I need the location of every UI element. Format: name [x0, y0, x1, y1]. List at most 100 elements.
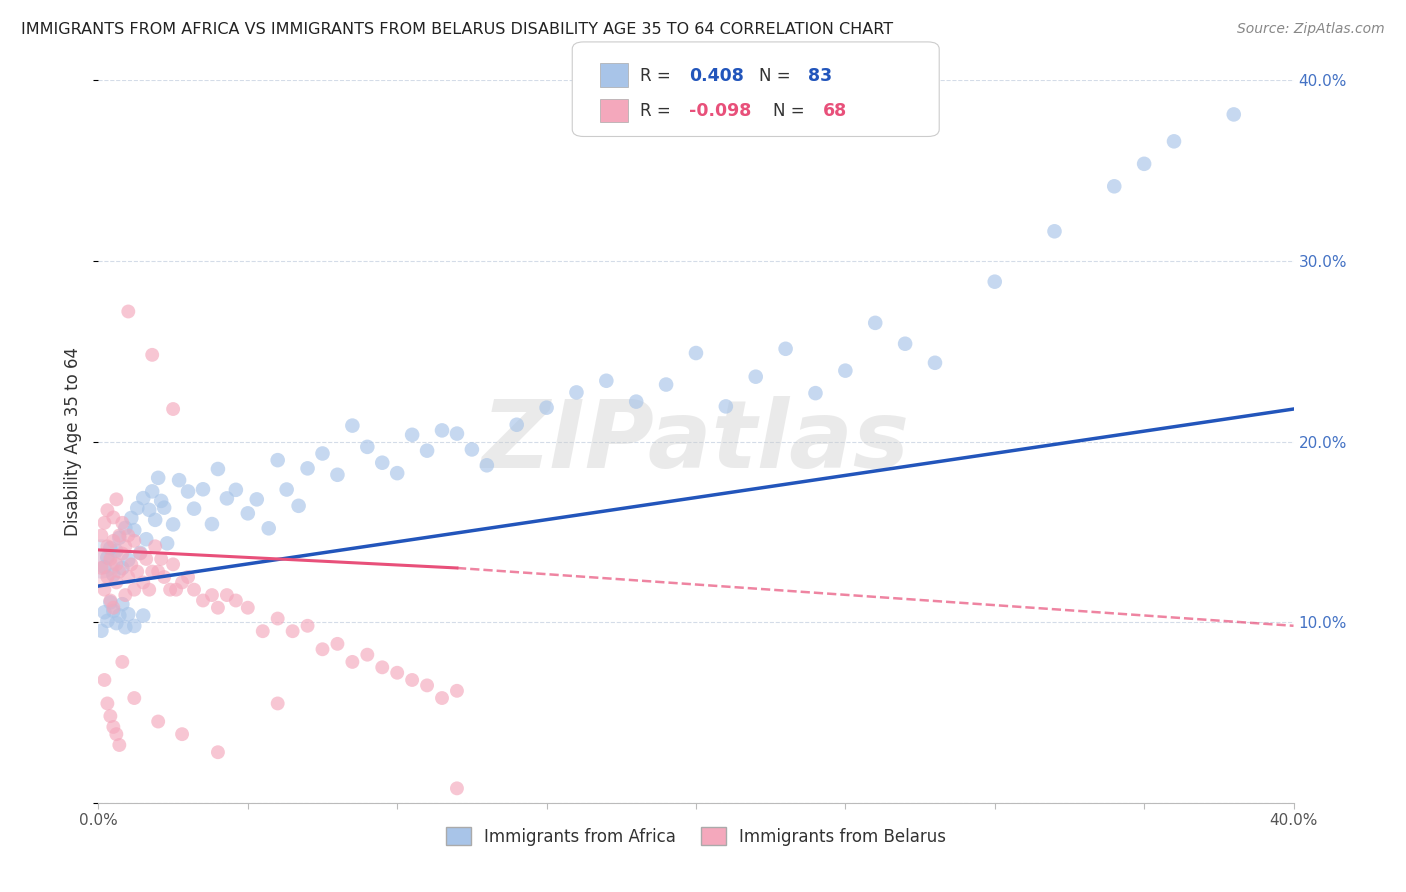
- Point: [506, 417, 529, 432]
- Point: [148, 714, 170, 729]
- Point: [252, 624, 274, 639]
- Point: [138, 582, 160, 597]
- Point: [1163, 134, 1185, 148]
- Point: [475, 458, 498, 473]
- Point: [108, 565, 131, 579]
- Point: [135, 552, 157, 566]
- Point: [924, 356, 946, 370]
- Point: [105, 727, 128, 741]
- Point: [124, 619, 146, 633]
- Point: [162, 402, 184, 417]
- Point: [93, 582, 115, 597]
- Point: [148, 565, 170, 579]
- Point: [114, 521, 136, 535]
- Point: [565, 385, 588, 400]
- Point: [416, 443, 439, 458]
- Point: [90, 624, 112, 638]
- Point: [108, 738, 131, 752]
- Legend: Immigrants from Africa, Immigrants from Belarus: Immigrants from Africa, Immigrants from …: [439, 821, 953, 852]
- Point: [595, 374, 617, 388]
- Point: [105, 575, 128, 590]
- Point: [98, 709, 122, 723]
- Point: [117, 570, 139, 584]
- Point: [98, 541, 122, 556]
- Point: [1223, 107, 1246, 121]
- Point: [103, 533, 125, 548]
- Point: [114, 588, 136, 602]
- Point: [461, 442, 484, 457]
- Point: [93, 673, 115, 687]
- Point: [108, 531, 131, 545]
- Point: [191, 593, 214, 607]
- Point: [342, 655, 364, 669]
- Point: [287, 499, 309, 513]
- Point: [96, 550, 118, 565]
- Point: [165, 582, 187, 597]
- Point: [129, 547, 152, 561]
- Point: [90, 552, 112, 566]
- Point: [172, 575, 194, 590]
- Point: [90, 561, 112, 575]
- Point: [326, 467, 349, 482]
- Point: [446, 781, 468, 796]
- Point: [143, 539, 166, 553]
- Point: [626, 394, 648, 409]
- Point: [385, 665, 409, 680]
- Point: [143, 513, 166, 527]
- Point: [385, 466, 409, 480]
- Point: [124, 691, 146, 706]
- Point: [201, 517, 224, 532]
- Text: 0.408: 0.408: [689, 67, 744, 85]
- Point: [114, 539, 136, 553]
- Point: [267, 453, 290, 467]
- Point: [257, 521, 280, 535]
- Point: [276, 483, 298, 497]
- Point: [1133, 157, 1156, 171]
- Point: [834, 364, 856, 378]
- Point: [804, 386, 827, 401]
- Point: [96, 539, 118, 553]
- Point: [281, 624, 304, 639]
- Point: [105, 558, 128, 572]
- Point: [401, 673, 423, 687]
- Text: R =: R =: [640, 103, 676, 120]
- Point: [105, 492, 128, 507]
- Point: [132, 608, 155, 623]
- Point: [111, 597, 134, 611]
- Text: Source: ZipAtlas.com: Source: ZipAtlas.com: [1237, 22, 1385, 37]
- Point: [117, 607, 139, 621]
- Point: [117, 304, 139, 318]
- Point: [207, 462, 229, 476]
- Point: [103, 510, 125, 524]
- Point: [191, 483, 214, 497]
- Point: [401, 427, 423, 442]
- Point: [103, 604, 125, 618]
- Point: [108, 528, 131, 542]
- Point: [865, 316, 887, 330]
- Point: [685, 346, 707, 360]
- Text: ZIPatlas: ZIPatlas: [482, 395, 910, 488]
- Point: [183, 501, 205, 516]
- Point: [246, 492, 269, 507]
- Point: [159, 582, 181, 597]
- Point: [96, 614, 118, 628]
- Point: [111, 655, 134, 669]
- Point: [96, 697, 118, 711]
- Point: [430, 691, 453, 706]
- Point: [267, 611, 290, 625]
- Point: [93, 560, 115, 574]
- Point: [127, 501, 149, 516]
- Point: [1104, 179, 1126, 194]
- Point: [416, 678, 439, 692]
- Point: [207, 600, 229, 615]
- Point: [326, 637, 349, 651]
- Point: [745, 369, 768, 384]
- Point: [150, 494, 173, 508]
- Point: [446, 426, 468, 441]
- Point: [132, 491, 155, 505]
- Point: [103, 720, 125, 734]
- Point: [141, 484, 163, 499]
- Point: [356, 648, 378, 662]
- Text: R =: R =: [640, 67, 676, 85]
- Point: [371, 456, 394, 470]
